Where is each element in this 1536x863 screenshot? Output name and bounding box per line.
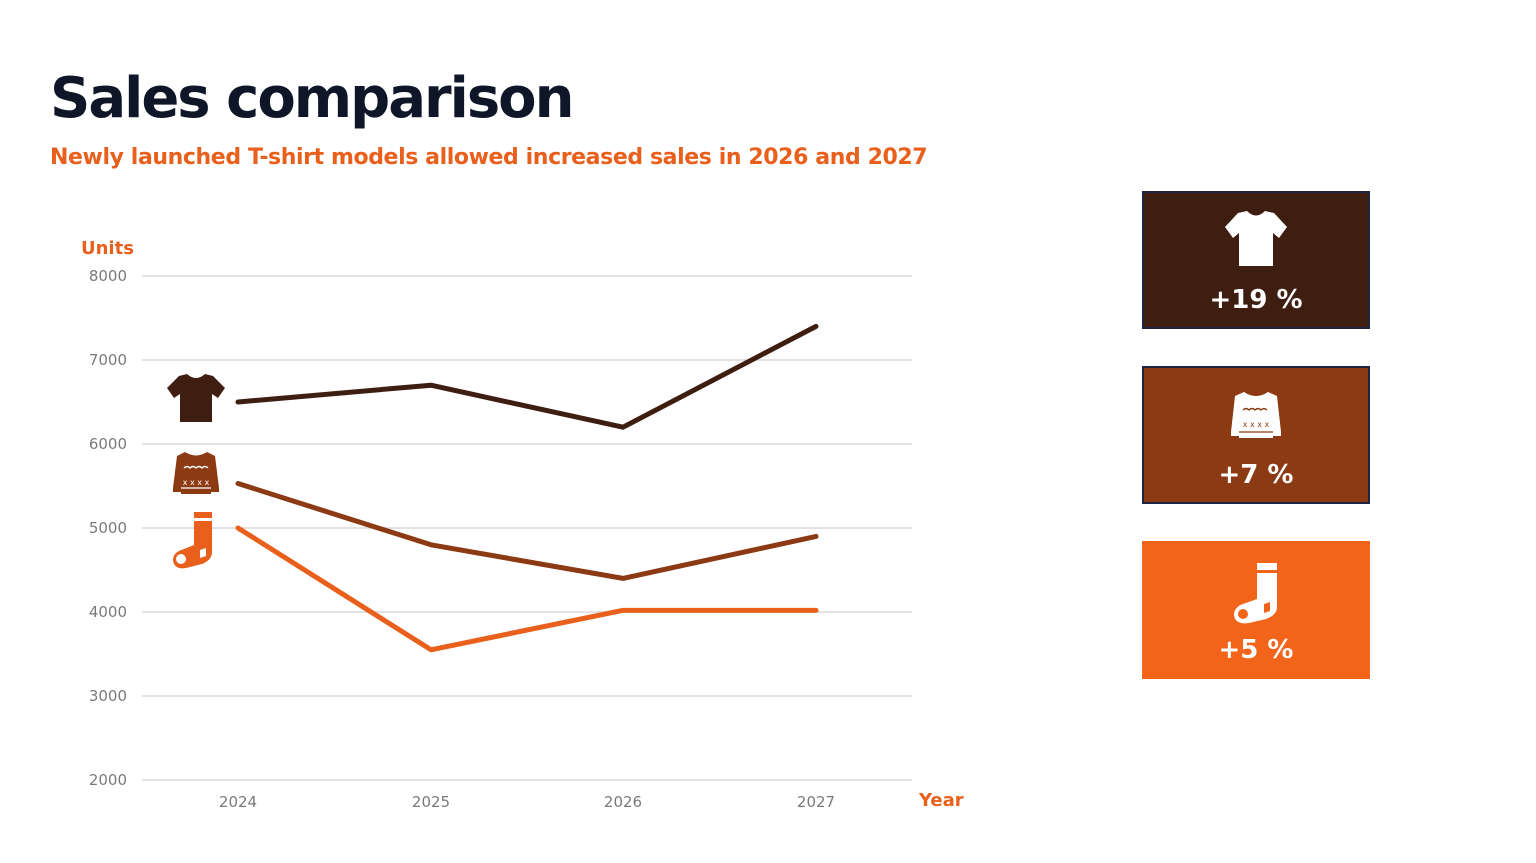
y-tick-label: 6000	[89, 435, 127, 453]
y-tick-label: 5000	[89, 519, 127, 537]
chart-series	[235, 323, 819, 653]
x-axis-title: Year	[918, 790, 964, 811]
sock-icon	[173, 512, 212, 569]
sock-growth-value: +5 %	[1218, 635, 1294, 665]
tshirt-growth-card: +19 %	[1142, 191, 1370, 329]
x-axis-ticks: 2024 2025 2026 2027	[219, 793, 835, 811]
x-tick-label: 2027	[797, 793, 835, 811]
sweater-series-line	[235, 480, 819, 581]
x-tick-label: 2026	[604, 793, 642, 811]
sock-growth-card: +5 %	[1142, 541, 1370, 679]
y-axis-ticks: 2000 3000 4000 5000 6000 7000 8000	[89, 267, 127, 789]
svg-text:x x x x: x x x x	[1243, 420, 1270, 429]
tshirt-icon	[1225, 211, 1287, 272]
x-tick-label: 2025	[412, 793, 450, 811]
chart-gridlines	[142, 275, 912, 781]
tshirt-icon	[167, 374, 225, 422]
tshirt-growth-value: +19 %	[1209, 285, 1303, 315]
sock-series-line	[235, 525, 819, 653]
y-tick-label: 8000	[89, 267, 127, 285]
x-tick-label: 2024	[219, 793, 257, 811]
tshirt-series-line	[235, 323, 819, 430]
y-tick-label: 4000	[89, 603, 127, 621]
chart-legend-icons: x x x x	[167, 374, 225, 569]
y-axis-title: Units	[81, 238, 134, 259]
sock-icon	[1233, 563, 1279, 630]
page-subtitle: Newly launched T-shirt models allowed in…	[50, 145, 928, 170]
page-title: Sales comparison	[50, 66, 575, 131]
y-tick-label: 2000	[89, 771, 127, 789]
sweater-icon: x x x x	[173, 452, 219, 494]
sweater-growth-card: x x x x +7 %	[1142, 366, 1370, 504]
y-tick-label: 7000	[89, 351, 127, 369]
y-tick-label: 3000	[89, 687, 127, 705]
sweater-icon: x x x x	[1230, 390, 1282, 443]
sweater-growth-value: +7 %	[1218, 460, 1294, 490]
svg-text:x x x x: x x x x	[183, 478, 210, 487]
